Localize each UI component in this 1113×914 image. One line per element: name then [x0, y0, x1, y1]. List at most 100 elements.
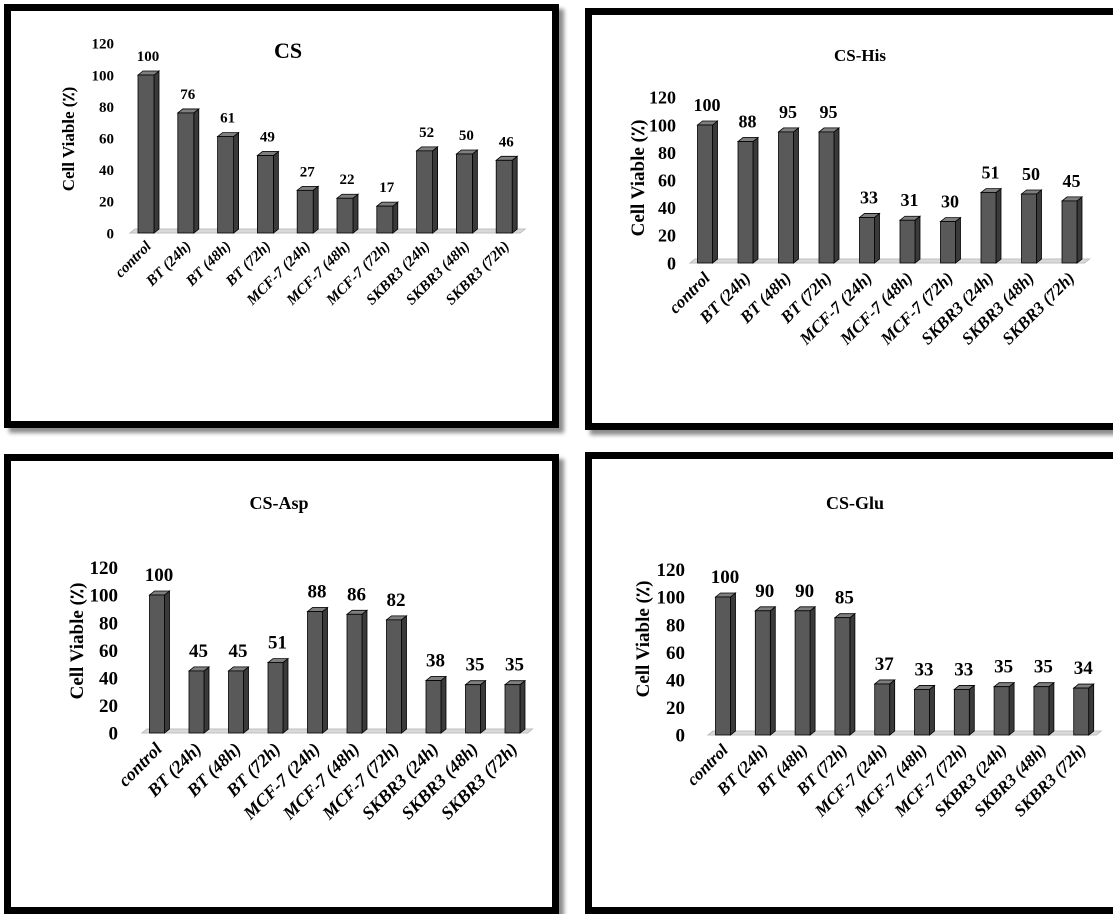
y-axis-label: Cell Viable (٪): [67, 583, 88, 700]
y-tick-label: 120: [90, 558, 119, 579]
y-tick-label: 80: [666, 615, 685, 636]
bar: [736, 136, 760, 264]
y-tick-label: 0: [107, 226, 115, 242]
bar: [1060, 196, 1084, 264]
bar: [148, 590, 171, 734]
bar-value-label: 35: [505, 655, 524, 676]
bar: [216, 131, 240, 234]
bar: [375, 201, 399, 234]
y-tick-label: 40: [658, 198, 676, 218]
bar-value-label: 27: [300, 164, 316, 180]
bar-value-label: 88: [739, 112, 757, 132]
bar-value-label: 46: [499, 134, 515, 150]
bar: [385, 615, 408, 734]
bar: [415, 146, 439, 234]
y-tick-label: 20: [99, 696, 118, 717]
bar-value-label: 33: [954, 659, 973, 680]
y-tick-label: 120: [657, 560, 686, 581]
bar: [464, 679, 487, 734]
y-tick-label: 40: [99, 163, 114, 179]
bar-value-label: 33: [860, 187, 878, 207]
bar-value-label: 95: [779, 102, 797, 122]
bar: [777, 127, 800, 264]
y-tick-label: 60: [658, 171, 676, 191]
chart-title: CS: [274, 38, 302, 63]
bar-value-label: 45: [229, 641, 248, 662]
bar: [306, 606, 329, 734]
y-tick-label: 40: [666, 670, 685, 691]
bar: [858, 212, 881, 264]
y-tick-label: 80: [99, 100, 114, 116]
y-tick-label: 20: [658, 226, 676, 246]
bar-value-label: 50: [459, 128, 474, 144]
bar-value-label: 100: [711, 567, 740, 588]
y-tick-label: 120: [92, 37, 115, 53]
bar-value-label: 90: [795, 581, 814, 602]
y-tick-label: 40: [99, 668, 118, 689]
bar-value-label: 51: [268, 633, 287, 654]
y-tick-label: 20: [99, 195, 114, 211]
chart-panel-cs: CS Cell Viable (٪) 0 20 40 60 80 100 120 100 contr…: [4, 4, 559, 428]
bar-value-label: 30: [941, 192, 959, 212]
bar-value-label: 82: [387, 590, 406, 611]
y-axis-label: Cell Viable (٪): [628, 120, 649, 237]
y-tick-label: 120: [649, 88, 676, 108]
bar: [335, 193, 360, 234]
bar: [455, 149, 479, 234]
bar: [1072, 683, 1095, 736]
bar-value-label: 85: [835, 588, 854, 609]
bar-value-label: 45: [1063, 171, 1081, 191]
bar-value-label: 49: [260, 130, 275, 146]
bar-value-label: 35: [994, 657, 1013, 678]
y-tick-label: 100: [90, 586, 119, 607]
bar: [495, 155, 519, 234]
bar: [136, 70, 161, 234]
chart-title: CS-Glu: [826, 493, 884, 513]
bar-value-label: 90: [755, 581, 774, 602]
chart-panel-cs-asp: CS-Asp Cell Viable (٪) 0 20 40 60 80 100 120 100 c…: [4, 454, 559, 914]
y-axis-label: Cell Viable (٪): [59, 87, 78, 192]
bar-value-label: 50: [1022, 164, 1040, 184]
bar: [296, 185, 320, 234]
y-tick-label: 60: [99, 131, 114, 147]
bar-value-label: 51: [982, 163, 1000, 183]
bar: [939, 216, 962, 264]
chart-panel-cs-glu: CS-Glu Cell Viable (٪) 0 20 40 60 80 100 120 100 c…: [585, 452, 1113, 914]
bar-value-label: 86: [347, 584, 366, 605]
bar-value-label: 61: [220, 111, 235, 127]
bar: [913, 684, 936, 736]
y-tick-label: 100: [657, 588, 686, 609]
chart-title: CS-Asp: [249, 493, 308, 513]
bar-value-label: 88: [308, 582, 327, 603]
bar: [1020, 189, 1043, 264]
bar-value-label: 35: [1034, 657, 1053, 678]
y-tick-label: 0: [109, 724, 119, 745]
bar: [345, 609, 369, 734]
bar: [266, 657, 290, 734]
bar-value-label: 34: [1074, 658, 1094, 679]
chart-title: CS-His: [834, 46, 886, 65]
y-tick-label: 60: [666, 643, 685, 664]
bar: [187, 666, 211, 734]
chart-panel-cs-his: CS-His Cell Viable (٪) 0 20 40 60 80 100 120 100 c…: [585, 8, 1113, 430]
bar-value-label: 76: [180, 87, 196, 103]
y-tick-label: 80: [658, 143, 676, 163]
bar-value-label: 37: [875, 654, 895, 675]
bar: [1032, 681, 1056, 736]
bar: [256, 150, 280, 234]
bar: [754, 605, 777, 736]
bar: [424, 675, 448, 734]
y-tick-label: 20: [666, 698, 685, 719]
bar: [953, 684, 976, 736]
y-tick-label: 60: [99, 641, 118, 662]
y-tick-label: 0: [676, 726, 686, 747]
bar-value-label: 45: [189, 641, 208, 662]
bar-value-label: 22: [340, 172, 355, 188]
bar: [817, 127, 841, 264]
y-axis-label: Cell Viable (٪): [633, 581, 654, 698]
bar: [793, 605, 817, 736]
bar: [714, 592, 737, 736]
bar-value-label: 100: [137, 49, 160, 65]
